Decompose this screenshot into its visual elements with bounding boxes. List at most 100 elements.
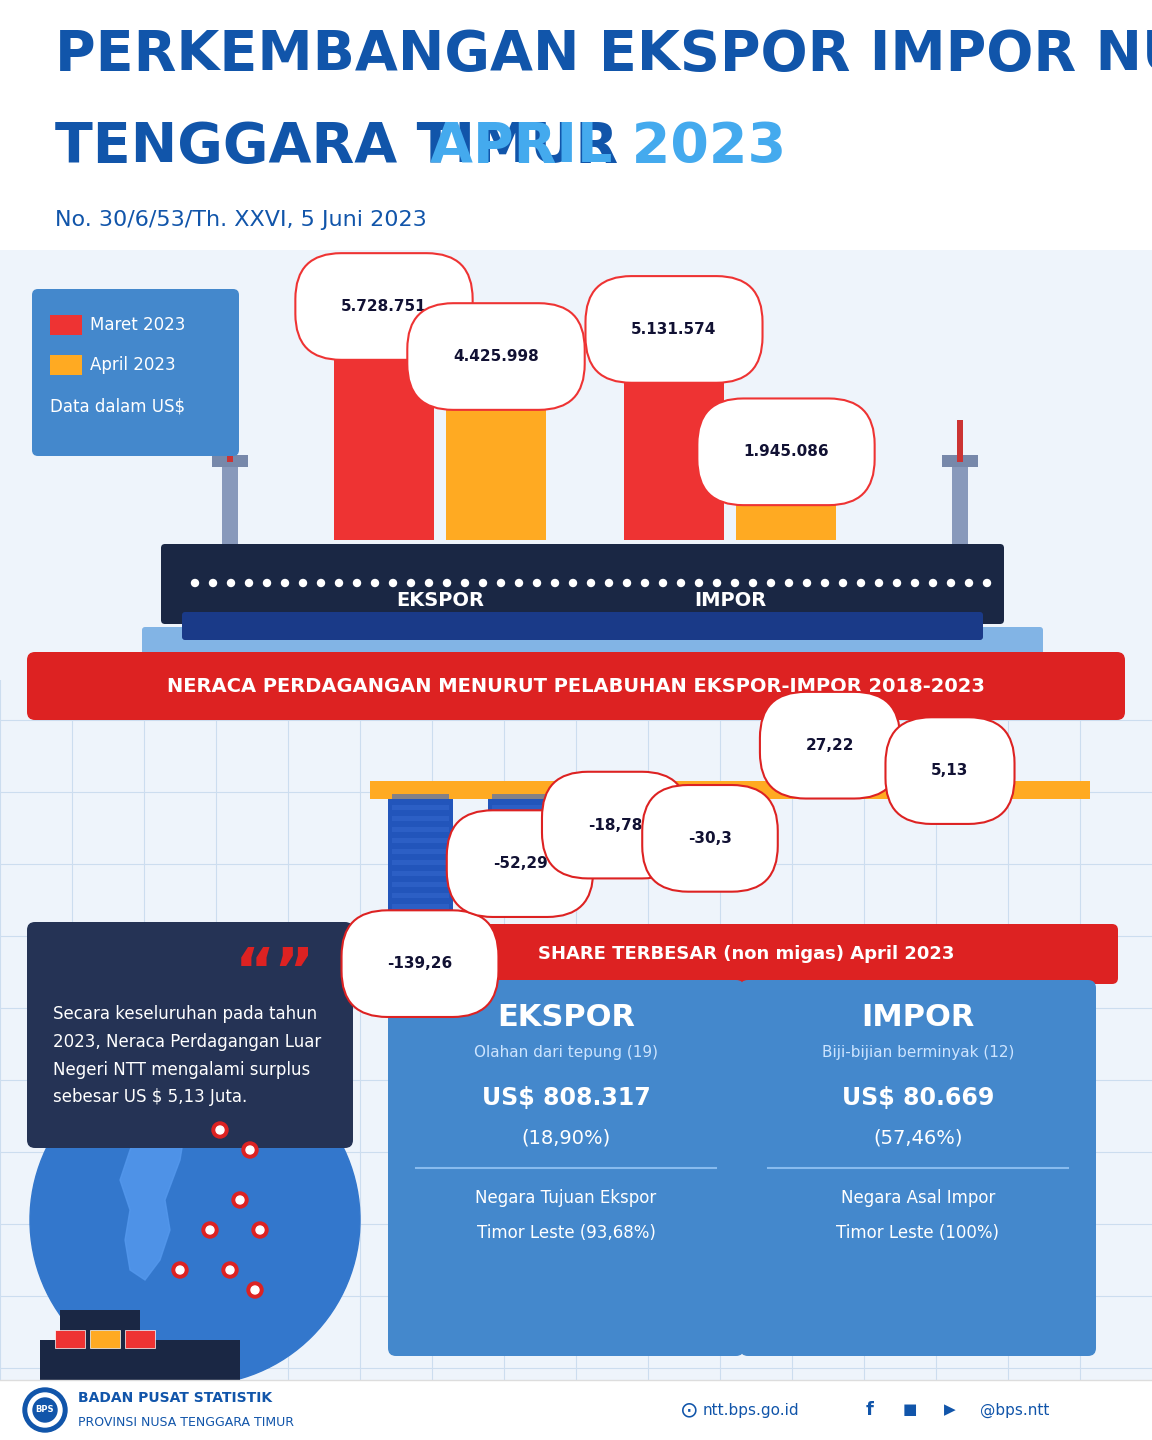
Bar xyxy=(917,785,983,791)
Circle shape xyxy=(33,1398,56,1423)
Text: “”: “” xyxy=(235,945,314,1004)
Bar xyxy=(802,763,858,768)
Circle shape xyxy=(252,1223,268,1238)
Circle shape xyxy=(840,579,847,586)
Circle shape xyxy=(354,579,361,586)
Text: EKSPOR: EKSPOR xyxy=(396,590,484,609)
Circle shape xyxy=(212,1122,228,1138)
Bar xyxy=(0,251,1152,680)
FancyBboxPatch shape xyxy=(161,544,1005,624)
Circle shape xyxy=(533,579,540,586)
FancyBboxPatch shape xyxy=(26,922,353,1148)
Bar xyxy=(227,420,233,462)
Circle shape xyxy=(965,579,972,586)
Circle shape xyxy=(552,579,559,586)
Circle shape xyxy=(677,579,684,586)
Circle shape xyxy=(30,1056,359,1385)
Circle shape xyxy=(210,579,217,586)
Circle shape xyxy=(226,1266,234,1274)
Bar xyxy=(952,459,968,550)
Text: Secara keseluruhan pada tahun
2023, Neraca Perdagangan Luar
Negeri NTT mengalami: Secara keseluruhan pada tahun 2023, Nera… xyxy=(53,1005,321,1106)
Circle shape xyxy=(245,579,252,586)
Text: -52,29: -52,29 xyxy=(493,857,547,871)
Text: 5.131.574: 5.131.574 xyxy=(631,323,717,337)
Text: 4.425.998: 4.425.998 xyxy=(453,348,539,364)
Text: 5.728.751: 5.728.751 xyxy=(341,300,426,314)
Text: EKSPOR: EKSPOR xyxy=(497,1004,635,1032)
Circle shape xyxy=(462,579,469,586)
Circle shape xyxy=(930,579,937,586)
Bar xyxy=(586,805,644,809)
Text: 1.945.086: 1.945.086 xyxy=(743,445,828,459)
Circle shape xyxy=(242,1142,258,1158)
Circle shape xyxy=(236,1197,244,1204)
Text: US$ 80.669: US$ 80.669 xyxy=(842,1086,994,1110)
Circle shape xyxy=(206,1225,214,1234)
Circle shape xyxy=(642,579,649,586)
Bar xyxy=(40,1341,240,1390)
Text: (57,46%): (57,46%) xyxy=(873,1129,963,1148)
Text: APRIL 2023: APRIL 2023 xyxy=(430,120,786,174)
Circle shape xyxy=(588,579,594,586)
Bar xyxy=(392,904,448,909)
Circle shape xyxy=(191,579,198,586)
Bar xyxy=(392,850,448,854)
Circle shape xyxy=(318,579,325,586)
Bar xyxy=(0,1380,1152,1440)
Text: BADAN PUSAT STATISTIK: BADAN PUSAT STATISTIK xyxy=(78,1391,272,1405)
Circle shape xyxy=(623,579,630,586)
Text: Data dalam US$: Data dalam US$ xyxy=(50,397,185,416)
Text: NERACA PERDAGANGAN MENURUT PELABUHAN EKSPOR-IMPOR 2018-2023: NERACA PERDAGANGAN MENURUT PELABUHAN EKS… xyxy=(167,677,985,696)
Bar xyxy=(392,793,448,799)
Text: -18,78: -18,78 xyxy=(588,818,642,832)
Bar xyxy=(392,805,448,809)
Circle shape xyxy=(247,1146,253,1153)
Text: Negara Tujuan Ekspor: Negara Tujuan Ekspor xyxy=(476,1189,657,1207)
Bar xyxy=(392,860,448,865)
Circle shape xyxy=(894,579,901,586)
Bar xyxy=(942,455,978,467)
Bar xyxy=(370,780,1090,799)
Text: ntt.bps.go.id: ntt.bps.go.id xyxy=(703,1403,799,1417)
Text: Timor Leste (100%): Timor Leste (100%) xyxy=(836,1224,1000,1241)
Circle shape xyxy=(425,579,432,586)
Circle shape xyxy=(256,1225,264,1234)
Circle shape xyxy=(227,579,235,586)
Circle shape xyxy=(389,579,396,586)
Text: f: f xyxy=(866,1401,874,1418)
Circle shape xyxy=(911,579,918,586)
Circle shape xyxy=(750,579,757,586)
Text: 5,13: 5,13 xyxy=(931,763,969,778)
Bar xyxy=(126,1331,156,1348)
Bar xyxy=(802,785,858,789)
Circle shape xyxy=(444,579,450,586)
Circle shape xyxy=(23,1388,67,1431)
Bar xyxy=(392,871,448,876)
Bar xyxy=(392,914,448,920)
Circle shape xyxy=(300,579,306,586)
Bar xyxy=(957,420,963,462)
Bar xyxy=(677,791,743,825)
Circle shape xyxy=(217,1126,223,1135)
Bar xyxy=(334,320,434,540)
Circle shape xyxy=(222,1261,238,1279)
Bar xyxy=(586,793,644,799)
Bar xyxy=(90,1331,120,1348)
FancyBboxPatch shape xyxy=(142,626,1043,658)
Bar xyxy=(392,926,448,932)
Text: Timor Leste (93,68%): Timor Leste (93,68%) xyxy=(477,1224,655,1241)
Bar xyxy=(682,805,738,809)
Circle shape xyxy=(606,579,613,586)
FancyBboxPatch shape xyxy=(388,981,744,1356)
Text: IMPOR: IMPOR xyxy=(862,1004,975,1032)
Circle shape xyxy=(732,579,738,586)
Polygon shape xyxy=(120,1100,185,1280)
Circle shape xyxy=(371,579,379,586)
Text: No. 30/6/53/Th. XXVI, 5 Juni 2023: No. 30/6/53/Th. XXVI, 5 Juni 2023 xyxy=(55,210,426,230)
Circle shape xyxy=(251,1286,259,1295)
Bar xyxy=(392,816,448,821)
Circle shape xyxy=(659,579,667,586)
Bar xyxy=(492,827,548,832)
Bar xyxy=(50,315,82,336)
Text: PERKEMBANGAN EKSPOR IMPOR NUSA: PERKEMBANGAN EKSPOR IMPOR NUSA xyxy=(55,27,1152,82)
